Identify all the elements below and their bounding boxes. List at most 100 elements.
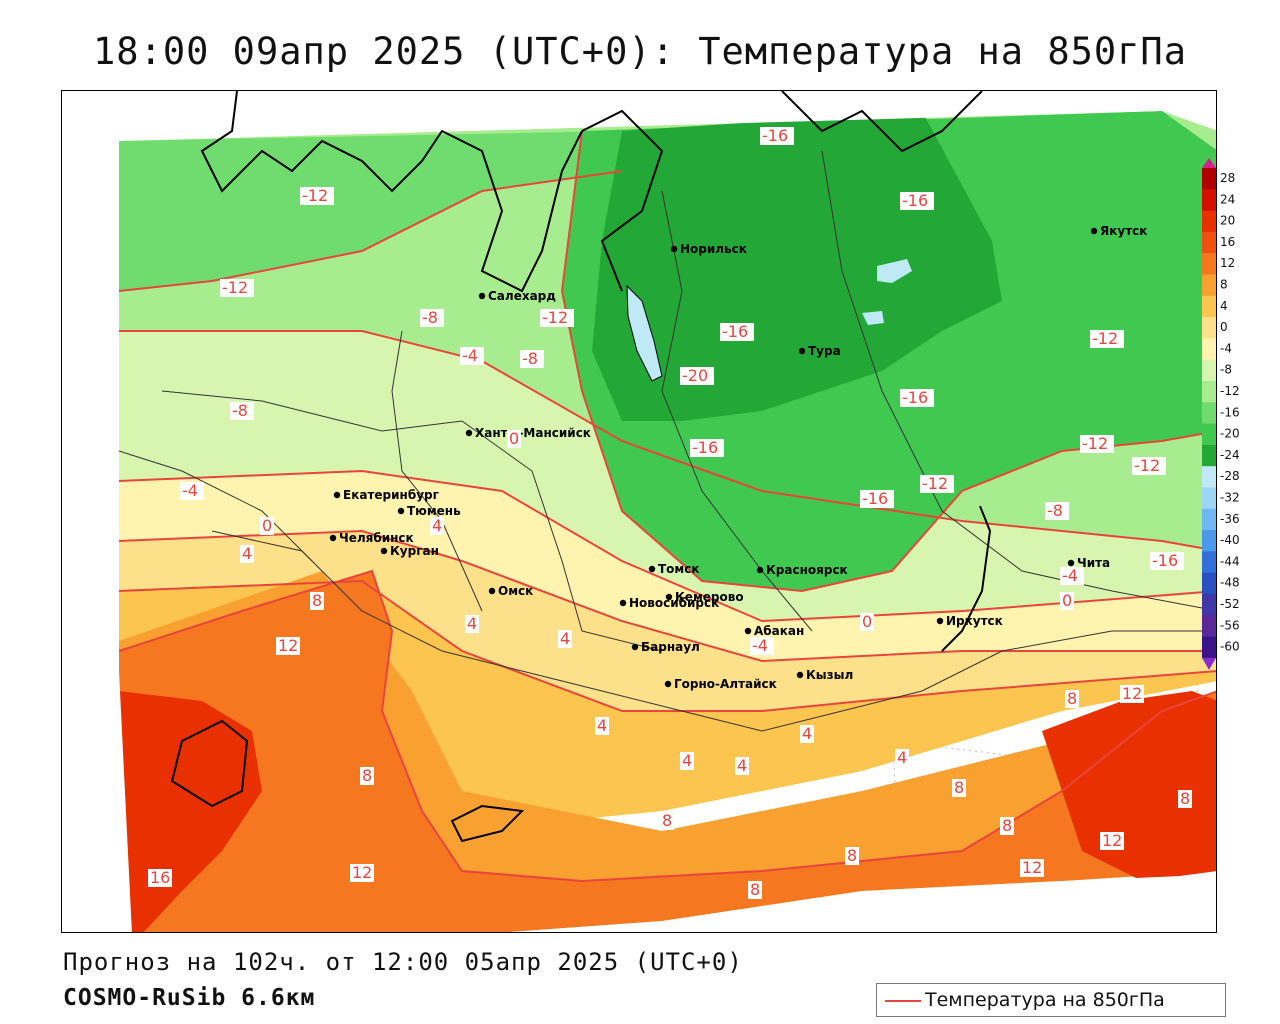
coastlines [170, 91, 992, 843]
isotherm-label: 8 [1180, 789, 1190, 808]
isotherm-label: -16 [902, 388, 928, 407]
city-label[interactable]: Новосибирск [629, 596, 719, 610]
city-label[interactable]: Кемерово [675, 590, 744, 604]
isotherm-label-bg [420, 309, 444, 327]
map-title: 18:00 09апр 2025 (UTC+0): Температура на… [93, 30, 1187, 73]
colorbar-swatch [1202, 168, 1216, 190]
colorbar-swatch [1202, 317, 1216, 339]
band-cream [119, 471, 1216, 661]
colorbar-svg: 28 24 20 16 12 8 4 0 -4 -8 -12 -16 -20 -24 -28 -32 -36 -4… [1202, 158, 1240, 670]
forecast-info: Прогноз на 102ч. от 12:00 05апр 2025 (UT… [63, 948, 743, 976]
isotherm-label-bg [900, 389, 934, 407]
city-label[interactable]: Салехард [488, 289, 556, 303]
isotherm-label-bg [845, 847, 859, 865]
isotherm-label: -8 [1047, 501, 1063, 520]
colorbar-tick-label: 28 [1220, 171, 1235, 185]
isotherm-label: 8 [662, 811, 672, 830]
city-label[interactable]: Тура [808, 344, 841, 358]
isotherm-label: -16 [722, 322, 748, 341]
city-label[interactable]: Ханты-Мансийск [475, 426, 591, 440]
isotherm-label: 0 [1062, 591, 1072, 610]
isotherm-label: -12 [302, 186, 328, 205]
isotherm-label-bg [1020, 859, 1044, 877]
isotherm-label: 8 [954, 778, 964, 797]
isotherm-label: -8 [522, 349, 538, 368]
city-label[interactable]: Курган [390, 544, 439, 558]
isotherm-label-bg [558, 630, 572, 648]
city-marker [329, 534, 337, 542]
isotherm-label-bg [148, 869, 172, 887]
colorbar-tick-label: -40 [1220, 533, 1240, 547]
isotherm-label: 12 [1022, 858, 1042, 877]
city-label[interactable]: Чита [1077, 556, 1110, 570]
isotherm-label: 8 [1002, 816, 1012, 835]
colorbar-swatch [1202, 466, 1216, 488]
city-marker [1090, 227, 1098, 235]
colorbar-top-arrow [1202, 158, 1216, 168]
isotherm-label-bg [720, 323, 754, 341]
colorbar-swatch [1202, 274, 1216, 297]
colorbar-swatch [1202, 381, 1216, 403]
colorbar-swatch [1202, 359, 1216, 382]
isotherm-label: -16 [692, 438, 718, 457]
city-label[interactable]: Норильск [680, 242, 747, 256]
isotherm-label-bg [1060, 567, 1084, 585]
isotherm-label: -16 [862, 489, 888, 508]
isotherm-label: -12 [542, 308, 568, 327]
city-label[interactable]: Абакан [754, 624, 804, 638]
colorbar-swatch [1202, 423, 1216, 446]
isotherm-label-bg [360, 767, 374, 785]
colorbar-tick-label: 20 [1220, 214, 1235, 228]
isotherm-label-bg [748, 881, 762, 899]
colorbar-swatch [1202, 338, 1216, 361]
city-label[interactable]: Челябинск [339, 531, 414, 545]
isotherm-label: -12 [222, 278, 248, 297]
isotherm-labels: -16 -16 -16 -16 -16 -16 -16 -20 -12 -12 -12 -12 -12 -… [148, 126, 1192, 899]
colorbar: 28 24 20 16 12 8 4 0 -4 -8 -12 -16 -20 -24 -28 -32 -36 -4… [1199, 158, 1269, 690]
isotherm-label: -12 [922, 474, 948, 493]
isotherm-label: 4 [432, 516, 442, 535]
cities: Салехард Норильск Якутск Тура Ханты-Мансийск… [329, 224, 1147, 691]
city-label[interactable]: Горно-Алтайск [674, 677, 777, 691]
isotherm-label: 16 [150, 868, 170, 887]
lake-water-2 [877, 259, 912, 283]
legend-label: Температура на 850гПа [925, 989, 1165, 1011]
isotherm-label-bg [350, 864, 374, 882]
isotherm-label-bg [230, 402, 254, 420]
city-label[interactable]: Якутск [1100, 224, 1147, 238]
colorbar-tick-label: -60 [1220, 640, 1240, 654]
colorbar-swatch [1202, 444, 1216, 467]
band-very-warm-east [1042, 691, 1216, 881]
isotherm-label-bg [1090, 330, 1124, 348]
band-mid-green [119, 131, 622, 291]
city-label[interactable]: Тюмень [407, 504, 461, 518]
city-label[interactable]: Омск [498, 584, 533, 598]
city-label[interactable]: Барнаул [641, 640, 700, 654]
isotherm-label: 8 [1067, 689, 1077, 708]
city-marker [756, 566, 764, 574]
isotherm-label: 4 [737, 756, 747, 775]
isotherm-label-bg [1065, 690, 1079, 708]
colorbar-tick-label: -8 [1220, 363, 1232, 377]
map-area[interactable]: Салехард Норильск Якутск Тура Ханты-Мансийск… [61, 90, 1217, 933]
colorbar-swatch [1202, 402, 1216, 425]
city-label[interactable]: Иркутск [946, 614, 1003, 628]
isotherm-label: 4 [242, 544, 252, 563]
city-label[interactable]: Екатеринбург [343, 488, 439, 502]
isotherm-label: -8 [232, 401, 248, 420]
colorbar-swatch [1202, 253, 1216, 275]
isotherm-label: -12 [1134, 456, 1160, 475]
isotherm-label-bg [276, 637, 300, 655]
isotherm-label-bg [180, 482, 204, 500]
colorbar-swatch [1202, 594, 1216, 616]
isotherm-label-bg [460, 347, 484, 365]
isotherm-label: 4 [802, 724, 812, 743]
colorbar-tick-label: -12 [1220, 384, 1240, 398]
isotherm-label: 4 [897, 748, 907, 767]
isotherm-label-bg [680, 367, 714, 385]
isotherm-label: -20 [682, 366, 708, 385]
city-label[interactable]: Томск [658, 562, 700, 576]
city-label[interactable]: Красноярск [766, 563, 848, 577]
city-label[interactable]: Кызыл [806, 668, 853, 682]
city-marker [670, 245, 678, 253]
